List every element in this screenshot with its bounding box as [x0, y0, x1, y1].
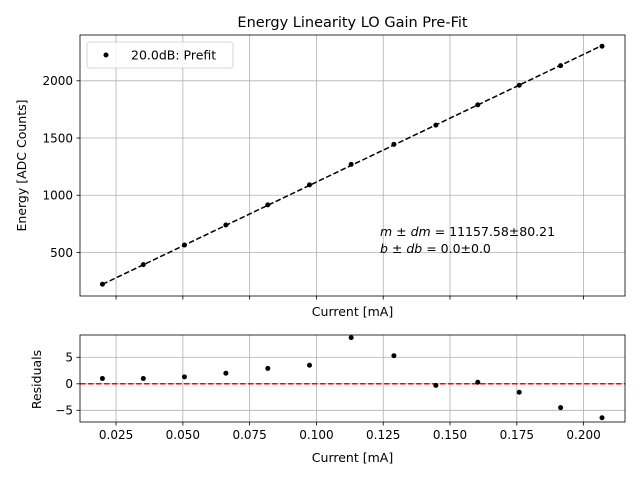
residuals-data-point	[391, 353, 397, 359]
fit-annotation-slope: m ± dm = 11157.58±80.21	[380, 224, 555, 239]
residuals-y-tick-label: 0	[65, 377, 73, 391]
energy-y-tick-label: 1500	[42, 131, 73, 145]
residuals-axes-frame	[79, 334, 626, 423]
residuals-data-point	[475, 379, 481, 385]
energy-y-axis-label: Energy [ADC Counts]	[14, 99, 29, 231]
fit-annotation-intercept: b ± db = 0.0±0.0	[380, 241, 491, 256]
residuals-x-tick-label: 0.150	[433, 428, 467, 442]
residuals-data-point	[265, 365, 271, 371]
energy-panel: Energy Linearity LO Gain Pre-Fit 500 1000…	[14, 15, 626, 319]
residuals-y-axis-label: Residuals	[29, 350, 44, 409]
energy-data-point	[391, 141, 397, 147]
energy-data-point	[516, 82, 522, 88]
energy-grid	[80, 35, 625, 296]
energy-data-point	[223, 222, 229, 228]
energy-y-tick-label: 1000	[42, 189, 73, 203]
energy-data-point	[433, 122, 439, 128]
residuals-points	[99, 335, 605, 421]
energy-y-tick-label: 500	[50, 246, 73, 260]
energy-data-point	[599, 43, 605, 49]
residuals-x-tick-label: 0.175	[500, 428, 534, 442]
residuals-x-tick-label: 0.075	[232, 428, 266, 442]
legend-marker	[103, 52, 109, 58]
residuals-x-tick-label: 0.025	[99, 428, 133, 442]
energy-axes-frame	[79, 34, 626, 297]
energy-y-tick-label: 2000	[42, 74, 73, 88]
residuals-data-point	[599, 415, 605, 421]
energy-data-point	[99, 281, 105, 287]
residuals-y-tick-label: −5	[55, 404, 73, 418]
energy-data-point	[475, 102, 481, 108]
residuals-data-point	[99, 376, 105, 381]
residuals-data-point	[558, 405, 564, 411]
energy-data-point	[140, 262, 146, 268]
residuals-data-point	[433, 382, 439, 388]
residuals-data-point	[348, 335, 354, 341]
residuals-x-tick-label: 0.100	[299, 428, 333, 442]
residuals-x-axis-label: Current [mA]	[312, 450, 393, 465]
energy-data-point	[558, 63, 564, 69]
energy-data-point	[181, 242, 187, 248]
energy-data-point	[348, 161, 354, 167]
residuals-x-tick-label: 0.200	[566, 428, 600, 442]
residuals-data-point	[306, 362, 312, 368]
residuals-y-tick-label: 5	[65, 351, 73, 365]
energy-data-point	[306, 182, 312, 188]
energy-points	[99, 43, 605, 287]
legend-box	[86, 41, 234, 69]
chart-title: Energy Linearity LO Gain Pre-Fit	[237, 15, 467, 31]
residuals-ticks: 0.025 0.050 0.075 0.100 0.125 0.150 0.175 0.200…	[55, 351, 600, 442]
residuals-data-point	[516, 389, 522, 395]
residuals-data-point	[181, 374, 187, 380]
legend: 20.0dB: Prefit	[86, 41, 234, 69]
energy-x-axis-label: Current [mA]	[312, 304, 393, 319]
fit-annotation: m ± dm = 11157.58±80.21 b ± db = 0.0±0.0	[380, 224, 555, 256]
residuals-data-point	[223, 370, 229, 376]
residuals-x-tick-label: 0.050	[166, 428, 200, 442]
residuals-panel: 0.025 0.050 0.075 0.100 0.125 0.150 0.175 0.200…	[29, 334, 626, 465]
legend-entry-prefit: 20.0dB: Prefit	[131, 48, 216, 63]
residuals-grid	[80, 335, 625, 422]
energy-data-point	[265, 202, 271, 208]
energy-ticks: 500 1000 1500 2000	[42, 74, 584, 300]
residuals-x-tick-label: 0.125	[366, 428, 400, 442]
residuals-data-point	[140, 376, 146, 381]
